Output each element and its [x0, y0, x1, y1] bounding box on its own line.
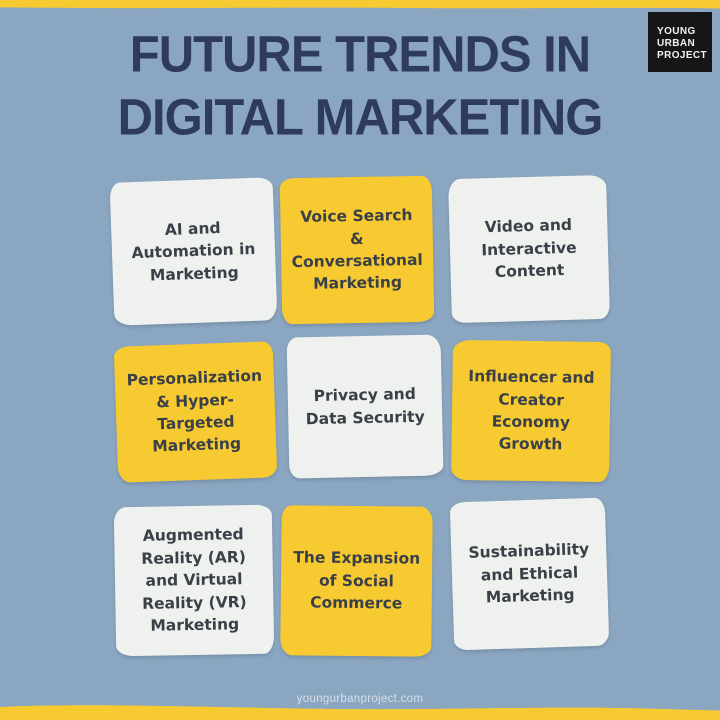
- brand-logo: YOUNG URBAN PROJECT: [648, 12, 712, 72]
- trend-card: The Expansion of Social Commerce: [280, 505, 433, 657]
- trend-card-label: Augmented Reality (AR) and Virtual Reali…: [141, 525, 247, 635]
- trend-card-label: AI and Automation in Marketing: [131, 218, 256, 285]
- trend-card-label: Voice Search & Conversational Marketing: [291, 206, 423, 294]
- page-title: FUTURE TRENDS IN DIGITAL MARKETING: [0, 24, 720, 150]
- brand-logo-text: YOUNG URBAN PROJECT: [657, 26, 708, 61]
- trend-card: Influencer and Creator Economy Growth: [451, 339, 611, 483]
- trend-card: AI and Automation in Marketing: [109, 177, 278, 326]
- footer-website: youngurbanproject.com: [296, 693, 424, 705]
- trend-card-label: The Expansion of Social Commerce: [293, 548, 421, 613]
- trend-card: Voice Search & Conversational Marketing: [279, 175, 435, 325]
- trend-card: Augmented Reality (AR) and Virtual Reali…: [113, 504, 275, 657]
- top-accent-strip: [0, 0, 720, 9]
- bottom-accent-strip: [0, 705, 720, 720]
- trend-card-label: Sustainability and Ethical Marketing: [468, 540, 590, 607]
- trend-card: Privacy and Data Security: [286, 334, 444, 479]
- trend-card-label: Privacy and Data Security: [305, 384, 425, 428]
- trend-card: Video and Interactive Content: [448, 174, 610, 324]
- trend-card-label: Influencer and Creator Economy Growth: [468, 367, 595, 454]
- trend-card: Sustainability and Ethical Marketing: [449, 497, 610, 651]
- page-title-line1: FUTURE TRENDS IN: [129, 26, 591, 84]
- page-title-line2: DIGITAL MARKETING: [117, 89, 604, 147]
- trend-card: Personalization & Hyper- Targeted Market…: [113, 341, 278, 483]
- trend-card-label: Video and Interactive Content: [481, 216, 577, 282]
- trend-card-label: Personalization & Hyper- Targeted Market…: [126, 366, 263, 456]
